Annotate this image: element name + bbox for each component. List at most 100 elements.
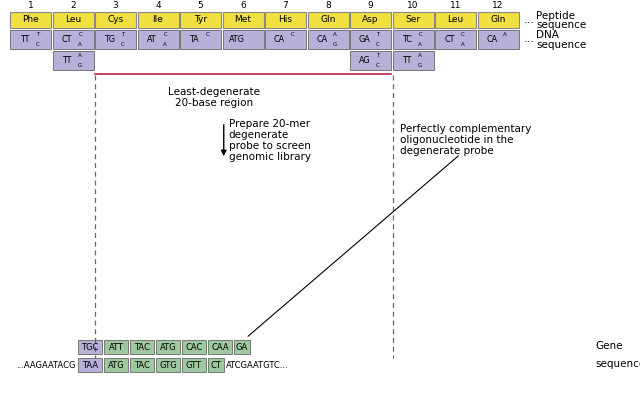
Text: GA: GA bbox=[236, 343, 248, 351]
Bar bbox=[130, 340, 154, 354]
Bar bbox=[265, 12, 306, 28]
Text: T: T bbox=[376, 32, 380, 37]
Bar bbox=[435, 12, 476, 28]
Text: CT: CT bbox=[444, 35, 454, 44]
Text: 11: 11 bbox=[450, 2, 461, 10]
Text: TAC: TAC bbox=[134, 360, 150, 370]
Text: C: C bbox=[36, 42, 40, 47]
Text: 1: 1 bbox=[28, 2, 33, 10]
Bar bbox=[350, 12, 391, 28]
Bar bbox=[52, 12, 93, 28]
Text: Prepare 20-mer: Prepare 20-mer bbox=[228, 119, 310, 129]
Text: G: G bbox=[418, 63, 422, 68]
Text: 8: 8 bbox=[325, 2, 331, 10]
Text: A: A bbox=[419, 53, 422, 58]
Text: T: T bbox=[36, 32, 39, 37]
Text: Least-degenerate: Least-degenerate bbox=[168, 87, 260, 97]
Text: ATT: ATT bbox=[109, 343, 124, 351]
Text: Gene: Gene bbox=[595, 341, 623, 351]
Text: C: C bbox=[291, 32, 294, 37]
Text: Leu: Leu bbox=[65, 15, 81, 25]
Text: degenerate: degenerate bbox=[228, 130, 289, 140]
Text: TT: TT bbox=[62, 56, 72, 65]
Text: C: C bbox=[376, 42, 380, 47]
Text: sequence: sequence bbox=[536, 39, 586, 50]
Text: 3: 3 bbox=[113, 2, 118, 10]
Text: C: C bbox=[163, 32, 167, 37]
Text: ATG: ATG bbox=[229, 35, 244, 44]
Bar bbox=[392, 51, 433, 70]
Text: 9: 9 bbox=[367, 2, 373, 10]
Text: Leu: Leu bbox=[447, 15, 463, 25]
Text: AT: AT bbox=[147, 35, 157, 44]
Text: ...: ... bbox=[524, 15, 535, 25]
Text: CAC: CAC bbox=[186, 343, 203, 351]
Bar bbox=[104, 340, 128, 354]
Text: Ile: Ile bbox=[152, 15, 163, 25]
Bar bbox=[52, 51, 93, 70]
Text: A: A bbox=[333, 32, 337, 37]
Text: GTG: GTG bbox=[159, 360, 177, 370]
Text: degenerate probe: degenerate probe bbox=[401, 146, 494, 156]
Text: TA: TA bbox=[189, 35, 199, 44]
Text: CT: CT bbox=[211, 360, 221, 370]
Text: TAC: TAC bbox=[134, 343, 150, 351]
Bar bbox=[138, 12, 179, 28]
Text: ...AAGAATACG: ...AAGAATACG bbox=[17, 360, 76, 370]
Bar bbox=[138, 30, 179, 49]
Text: A: A bbox=[503, 32, 507, 37]
Text: A: A bbox=[78, 42, 82, 47]
Bar bbox=[156, 358, 180, 372]
Text: Ser: Ser bbox=[405, 15, 420, 25]
Bar bbox=[208, 340, 232, 354]
Text: Gln: Gln bbox=[490, 15, 506, 25]
Bar bbox=[180, 12, 221, 28]
Bar bbox=[307, 30, 349, 49]
Text: CA: CA bbox=[274, 35, 285, 44]
Text: AG: AG bbox=[358, 56, 370, 65]
Text: Gln: Gln bbox=[320, 15, 336, 25]
Bar bbox=[392, 12, 433, 28]
Text: A: A bbox=[163, 42, 167, 47]
Bar bbox=[350, 51, 391, 70]
Text: 2: 2 bbox=[70, 2, 76, 10]
Text: ...: ... bbox=[524, 35, 535, 44]
Text: TT: TT bbox=[402, 56, 412, 65]
Text: Peptide: Peptide bbox=[536, 11, 575, 21]
Bar bbox=[234, 340, 250, 354]
Text: A: A bbox=[78, 53, 82, 58]
Text: C: C bbox=[376, 63, 380, 68]
Bar bbox=[156, 340, 180, 354]
Bar bbox=[180, 30, 221, 49]
Bar bbox=[52, 30, 93, 49]
Text: A: A bbox=[461, 42, 465, 47]
Text: T: T bbox=[121, 32, 124, 37]
Bar bbox=[477, 30, 518, 49]
Bar bbox=[182, 358, 206, 372]
Bar bbox=[208, 358, 224, 372]
Text: Asp: Asp bbox=[362, 15, 379, 25]
Bar bbox=[223, 12, 264, 28]
Bar bbox=[392, 30, 433, 49]
Text: Met: Met bbox=[234, 15, 252, 25]
Bar bbox=[95, 12, 136, 28]
Bar bbox=[78, 358, 102, 372]
Text: C: C bbox=[121, 42, 125, 47]
Text: Phe: Phe bbox=[22, 15, 39, 25]
Bar bbox=[182, 340, 206, 354]
Bar bbox=[265, 30, 306, 49]
Text: 7: 7 bbox=[283, 2, 289, 10]
Text: Tyr: Tyr bbox=[194, 15, 207, 25]
Text: Perfectly complementary: Perfectly complementary bbox=[401, 124, 532, 134]
Text: oligonucleotide in the: oligonucleotide in the bbox=[401, 135, 514, 145]
Text: C: C bbox=[206, 32, 209, 37]
Text: GA: GA bbox=[358, 35, 370, 44]
Text: Cys: Cys bbox=[108, 15, 124, 25]
Text: C: C bbox=[78, 32, 82, 37]
Text: TG: TG bbox=[104, 35, 115, 44]
Bar bbox=[78, 340, 102, 354]
Text: T: T bbox=[376, 53, 380, 58]
Text: DNA: DNA bbox=[536, 31, 559, 40]
Text: C: C bbox=[419, 32, 422, 37]
Bar bbox=[307, 12, 349, 28]
